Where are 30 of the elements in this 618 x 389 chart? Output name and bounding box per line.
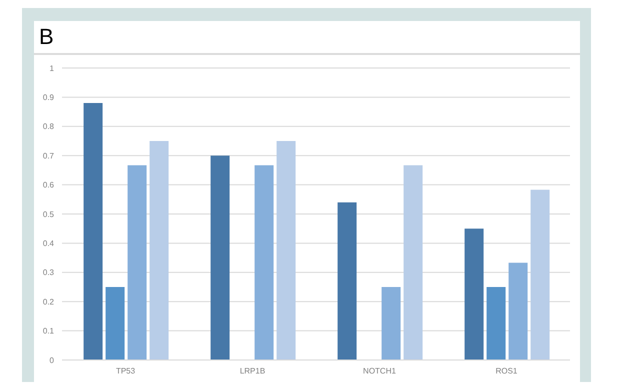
y-tick-label: 0 xyxy=(50,356,55,365)
bar xyxy=(404,165,423,360)
bar xyxy=(338,202,357,360)
bar xyxy=(106,287,125,360)
y-tick-label: 0.3 xyxy=(42,268,55,278)
y-tick-label: 1 xyxy=(50,64,55,73)
y-tick-label: 0.8 xyxy=(42,122,55,132)
x-tick-label: ROS1 xyxy=(496,366,518,376)
x-tick-label: TP53 xyxy=(116,366,136,376)
bar xyxy=(382,287,401,360)
bar xyxy=(464,228,484,360)
y-tick-label: 0.7 xyxy=(42,151,55,160)
bar xyxy=(150,141,169,360)
bar xyxy=(486,287,506,360)
y-tick-label: 0.6 xyxy=(42,180,55,190)
bar xyxy=(530,190,550,360)
bar xyxy=(210,156,230,360)
bar xyxy=(508,262,528,360)
x-tick-label: NOTCH1 xyxy=(363,366,396,376)
y-tick-label: 0.4 xyxy=(42,239,55,248)
y-tick-label: 0.1 xyxy=(42,326,55,336)
chart-title: B xyxy=(34,21,580,55)
bar xyxy=(84,103,103,360)
y-tick-label: 0.2 xyxy=(42,297,55,306)
x-tick-label: LRP1B xyxy=(240,366,266,376)
bar xyxy=(254,165,274,360)
y-tick-label: 0.9 xyxy=(42,93,55,102)
bar xyxy=(276,141,296,360)
y-tick-label: 0.5 xyxy=(42,210,55,219)
bar xyxy=(128,165,147,360)
